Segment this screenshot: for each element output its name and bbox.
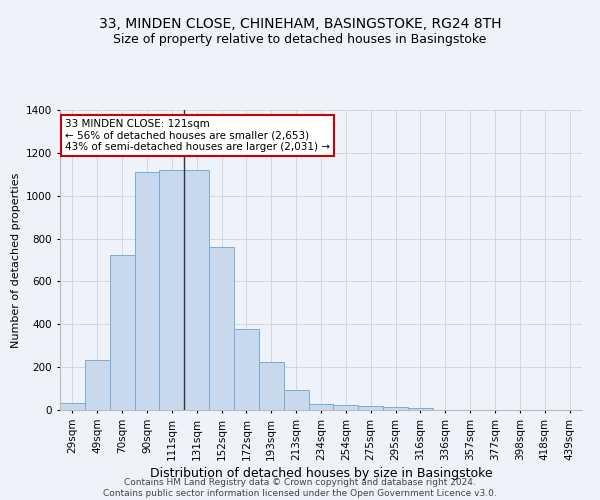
- Text: Contains HM Land Registry data © Crown copyright and database right 2024.
Contai: Contains HM Land Registry data © Crown c…: [103, 478, 497, 498]
- Bar: [308, 404, 334, 410]
- Bar: [184, 170, 209, 410]
- Bar: [284, 390, 308, 410]
- Text: 33 MINDEN CLOSE: 121sqm
← 56% of detached houses are smaller (2,653)
43% of semi: 33 MINDEN CLOSE: 121sqm ← 56% of detache…: [65, 119, 330, 152]
- Bar: [134, 172, 160, 410]
- Bar: [234, 328, 259, 410]
- Bar: [110, 254, 134, 410]
- Text: 33, MINDEN CLOSE, CHINEHAM, BASINGSTOKE, RG24 8TH: 33, MINDEN CLOSE, CHINEHAM, BASINGSTOKE,…: [99, 18, 501, 32]
- Bar: [85, 360, 110, 410]
- X-axis label: Distribution of detached houses by size in Basingstoke: Distribution of detached houses by size …: [149, 466, 493, 479]
- Bar: [259, 362, 284, 410]
- Bar: [358, 406, 383, 410]
- Text: Size of property relative to detached houses in Basingstoke: Size of property relative to detached ho…: [113, 32, 487, 46]
- Bar: [383, 407, 408, 410]
- Y-axis label: Number of detached properties: Number of detached properties: [11, 172, 20, 348]
- Bar: [60, 402, 85, 410]
- Bar: [408, 408, 433, 410]
- Bar: [209, 247, 234, 410]
- Bar: [160, 170, 184, 410]
- Bar: [334, 404, 358, 410]
